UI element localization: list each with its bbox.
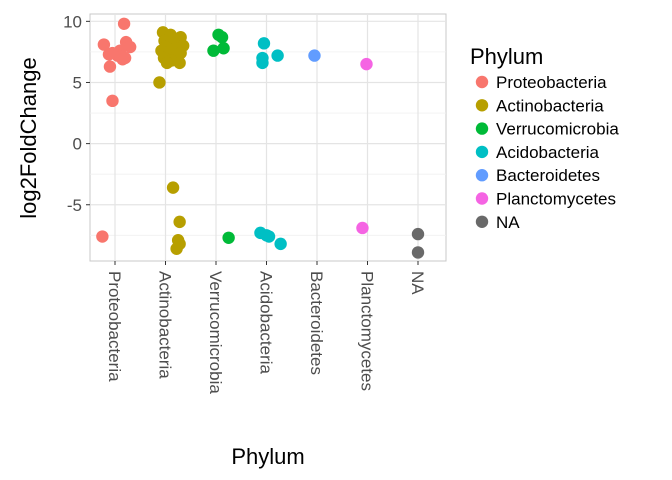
legend-label: Bacteroidetes	[496, 166, 600, 185]
legend-label: Verrucomicrobia	[496, 120, 619, 139]
data-point	[173, 56, 186, 70]
legend-key	[475, 99, 489, 112]
data-point	[360, 57, 373, 71]
x-tick-label: Bacteroidetes	[307, 271, 326, 375]
x-tick-label: Acidobacteria	[257, 271, 276, 375]
x-tick-label: Planctomycetes	[358, 271, 377, 391]
data-point	[118, 51, 132, 65]
data-point	[153, 76, 166, 89]
data-point	[274, 237, 287, 251]
data-point	[103, 60, 117, 73]
data-point	[160, 56, 174, 70]
legend-label: Planctomycetes	[496, 190, 616, 209]
data-point	[262, 230, 276, 243]
legend-key	[475, 215, 489, 228]
y-tick-label: 5	[73, 73, 82, 92]
y-axis: -5 0 5 10	[63, 12, 90, 215]
data-point	[96, 230, 109, 243]
legend-label: Actinobacteria	[496, 96, 604, 115]
legend-key	[475, 145, 489, 159]
data-point	[257, 37, 271, 50]
data-point	[123, 40, 137, 54]
y-tick-label: 10	[63, 12, 82, 31]
data-point	[173, 215, 186, 229]
data-point	[106, 94, 119, 108]
x-axis: Proteobacteria Actinobacteria Verrucomicro…	[105, 261, 427, 394]
data-point	[356, 221, 369, 235]
data-point	[217, 42, 230, 55]
data-point	[215, 31, 229, 44]
data-point	[170, 242, 183, 255]
x-axis-title: Phylum	[231, 444, 304, 469]
x-tick-label: Proteobacteria	[105, 271, 124, 382]
y-tick-label: 0	[73, 135, 82, 154]
legend-key	[475, 122, 489, 135]
legend: Phylum Proteobacteria Actinobacteria Verru…	[470, 44, 619, 232]
legend-key	[475, 169, 489, 182]
data-point	[411, 246, 425, 259]
data-point	[207, 44, 220, 57]
data-point	[308, 49, 321, 62]
y-axis-title: log2FoldChange	[16, 57, 41, 218]
data-point	[102, 48, 116, 61]
plot-panel-background	[89, 13, 447, 262]
data-point	[411, 227, 425, 241]
x-tick-label: NA	[408, 271, 427, 295]
x-tick-label: Actinobacteria	[156, 271, 175, 379]
data-point	[117, 17, 131, 30]
legend-label: NA	[496, 213, 520, 232]
legend-title: Phylum	[470, 44, 543, 69]
y-tick-label: -5	[67, 196, 82, 215]
data-point	[166, 181, 180, 194]
legend-key	[475, 75, 489, 89]
x-tick-label: Verrucomicrobia	[206, 271, 225, 394]
data-point	[222, 231, 235, 244]
data-points	[96, 17, 425, 259]
data-point	[97, 38, 111, 51]
legend-label: Acidobacteria	[496, 143, 600, 162]
legend-key	[475, 192, 489, 205]
legend-label: Proteobacteria	[496, 73, 607, 92]
data-point	[271, 49, 284, 62]
data-point	[256, 56, 269, 70]
